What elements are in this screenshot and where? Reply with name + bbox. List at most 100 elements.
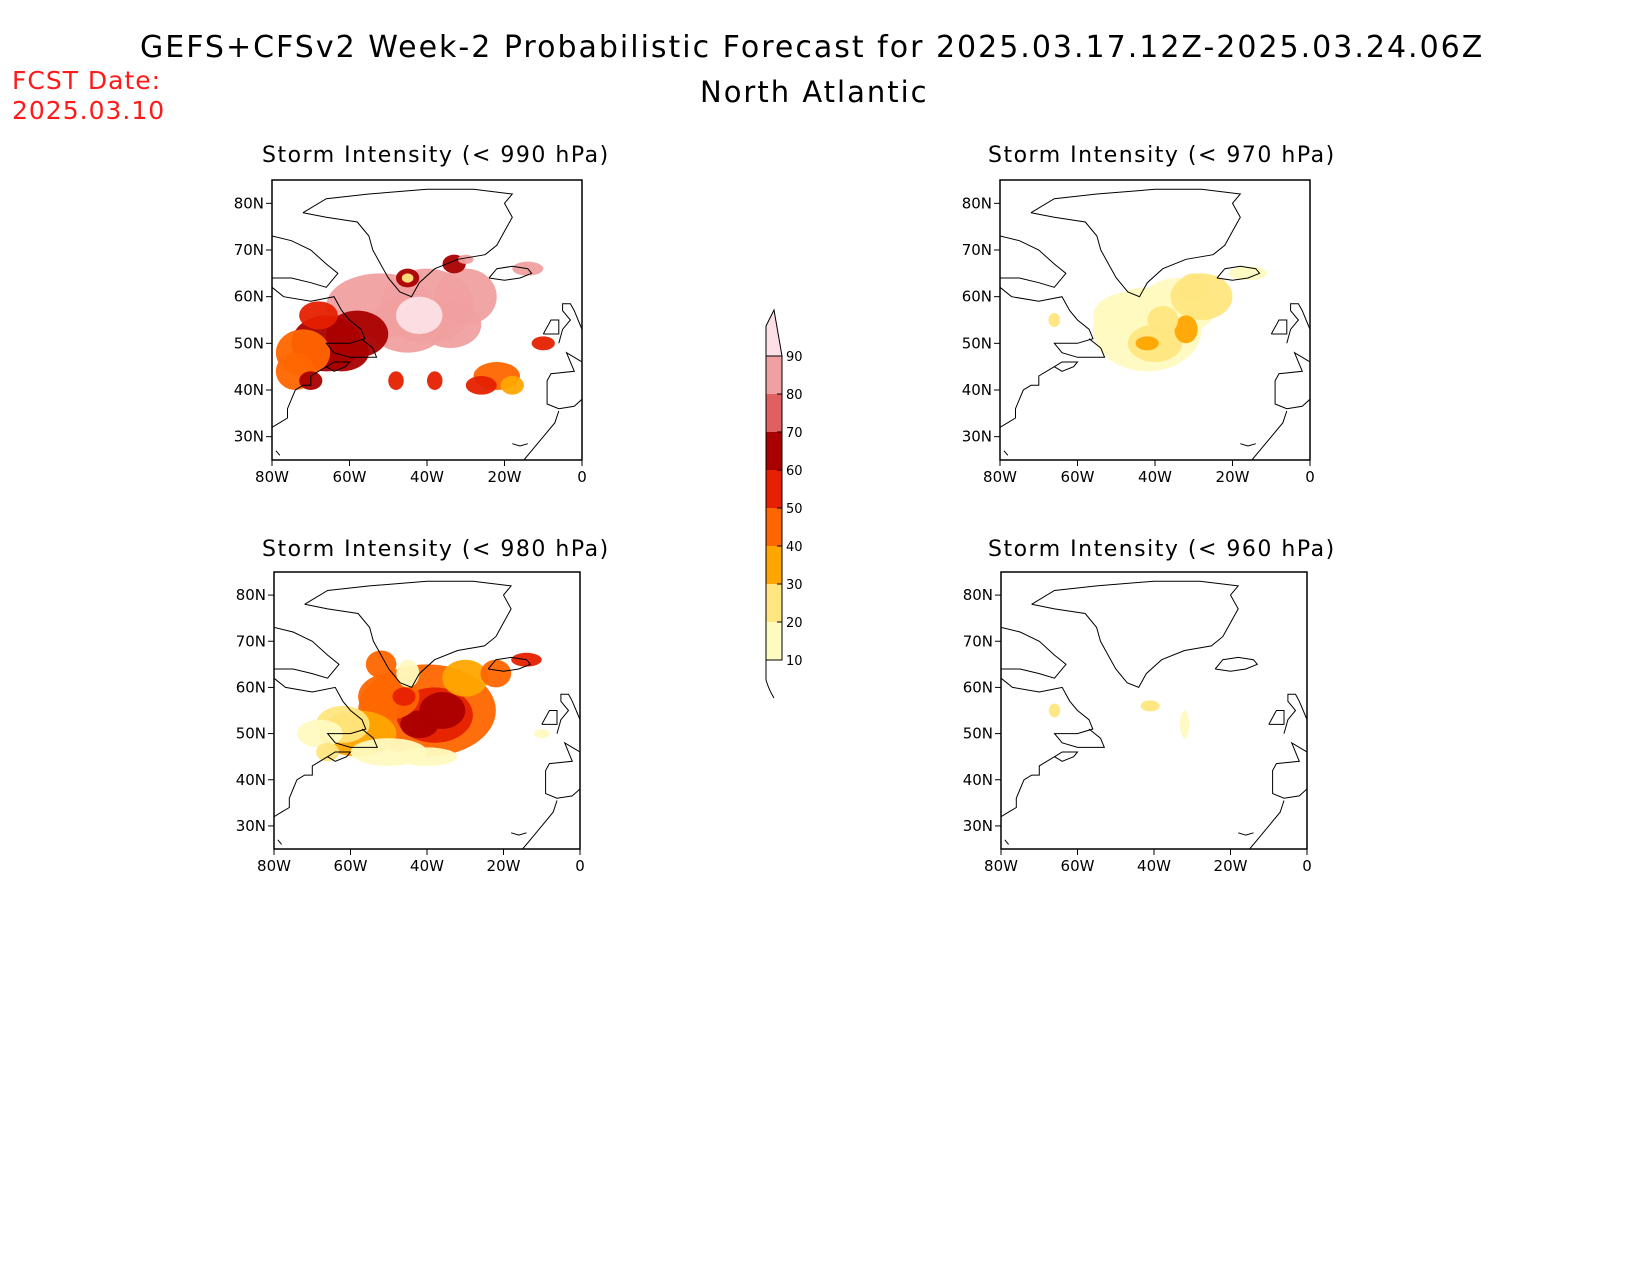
coastline: [1001, 677, 1106, 748]
coastline: [1238, 832, 1254, 836]
colorbar-top-wedge: [765, 308, 783, 357]
coastline: [274, 677, 379, 748]
main-title: GEFS+CFSv2 Week-2 Probabilistic Forecast…: [140, 30, 1485, 65]
probability-field: [1001, 580, 1307, 849]
probability-cell: [1135, 336, 1159, 351]
lat-tick-label: 70N: [963, 632, 993, 650]
coastline: [272, 361, 351, 428]
colorbar-label: 90: [786, 350, 803, 365]
lon-tick-label: 80W: [255, 468, 289, 486]
lon-tick-label: 20W: [1214, 857, 1248, 875]
colorbar-label: 20: [786, 616, 803, 631]
coastline: [488, 265, 533, 281]
coastline: [545, 741, 580, 799]
lat-tick-label: 30N: [962, 428, 992, 446]
probability-cell: [1147, 306, 1179, 334]
coastline: [1001, 751, 1079, 818]
coastline: [546, 351, 582, 410]
colorbar-segment: [766, 470, 782, 508]
coastline: [1240, 443, 1256, 447]
lat-tick-label: 40N: [963, 771, 993, 789]
coastline: [1031, 580, 1240, 689]
probability-cell: [1178, 273, 1210, 302]
coastline: [1000, 361, 1079, 428]
lat-tick-label: 60N: [234, 288, 264, 306]
colorbar-segment: [766, 584, 782, 622]
panel-title-960: Storm Intensity (< 960 hPa): [988, 537, 1336, 562]
lat-tick-label: 30N: [234, 428, 264, 446]
probability-field: [272, 188, 582, 460]
probability-cell: [396, 296, 443, 335]
map-panel-p990: 80W 60W 40W 20W 0 80N 70N 60N 50N 40N 30N: [234, 179, 587, 486]
lat-tick-label: 40N: [234, 381, 264, 399]
coastline: [542, 319, 560, 335]
lat-tick-label: 80N: [236, 586, 266, 604]
lon-tick-label: 40W: [410, 857, 444, 875]
lon-tick-label: 20W: [487, 857, 521, 875]
colorbar-label: 80: [786, 388, 803, 403]
probability-cell: [401, 273, 414, 283]
lon-tick-label: 0: [575, 857, 585, 875]
probability-cell: [396, 747, 458, 766]
probability-cell: [1048, 313, 1061, 327]
lon-tick-label: 80W: [983, 468, 1017, 486]
lon-tick-label: 60W: [1061, 857, 1095, 875]
lat-tick-label: 50N: [963, 725, 993, 743]
lat-tick-label: 30N: [236, 817, 266, 835]
coastline: [522, 800, 558, 849]
colorbar-label: 10: [786, 654, 803, 669]
colorbar-segment: [766, 546, 782, 584]
coastline: [1283, 693, 1307, 734]
probability-field: [274, 580, 580, 849]
lon-tick-label: 80W: [257, 857, 291, 875]
probability-cell: [1228, 266, 1268, 281]
lon-tick-label: 20W: [488, 468, 522, 486]
probability-cell: [400, 710, 439, 739]
probability-cell: [396, 659, 420, 688]
colorbar-segment: [766, 622, 782, 660]
colorbar-bottom-wedge: [765, 660, 775, 699]
colorbar-segment: [766, 432, 782, 470]
probability-cell: [1174, 315, 1198, 344]
lon-tick-label: 40W: [1137, 857, 1171, 875]
probability-cell: [365, 650, 397, 679]
lon-tick-label: 60W: [1061, 468, 1095, 486]
lat-tick-label: 60N: [962, 288, 992, 306]
coastline: [1249, 800, 1285, 849]
probability-cell: [1140, 700, 1160, 712]
coastline: [1216, 265, 1261, 281]
coastline: [487, 656, 532, 672]
coastline: [277, 839, 282, 845]
lon-tick-label: 60W: [334, 857, 368, 875]
probability-cell: [465, 376, 497, 395]
coastline: [1030, 188, 1242, 298]
probability-cell: [480, 659, 512, 688]
probability-field: [1000, 188, 1310, 460]
coastline: [275, 450, 281, 456]
lat-tick-label: 80N: [234, 194, 264, 212]
coastline: [1214, 656, 1259, 672]
coastline: [274, 751, 352, 818]
coastline: [556, 693, 580, 734]
colorbar-label: 50: [786, 502, 803, 517]
region-subtitle: North Atlantic: [700, 75, 929, 109]
panel-title-990: Storm Intensity (< 990 hPa): [262, 143, 610, 168]
coastline: [541, 710, 558, 725]
coastline: [1274, 351, 1310, 410]
lat-tick-label: 50N: [236, 725, 266, 743]
probability-cell: [388, 371, 404, 390]
colorbar-label: 40: [786, 540, 803, 555]
colorbar-segment: [766, 394, 782, 432]
colorbar-label: 60: [786, 464, 803, 479]
coastline: [272, 235, 339, 288]
lon-tick-label: 60W: [333, 468, 367, 486]
map-panel-p970: 80W 60W 40W 20W 0 80N 70N 60N 50N 40N 30N: [962, 179, 1315, 486]
coastline: [1000, 286, 1106, 358]
probability-cell: [1180, 710, 1190, 739]
coastline: [1251, 410, 1288, 460]
map-panel-p960: 80W 60W 40W 20W 0 80N 70N 60N 50N 40N 30N: [963, 571, 1312, 875]
probability-cell: [500, 376, 524, 395]
coastline: [272, 286, 378, 358]
coastline: [523, 410, 560, 460]
forecast-date-label: FCST Date:: [12, 66, 162, 95]
